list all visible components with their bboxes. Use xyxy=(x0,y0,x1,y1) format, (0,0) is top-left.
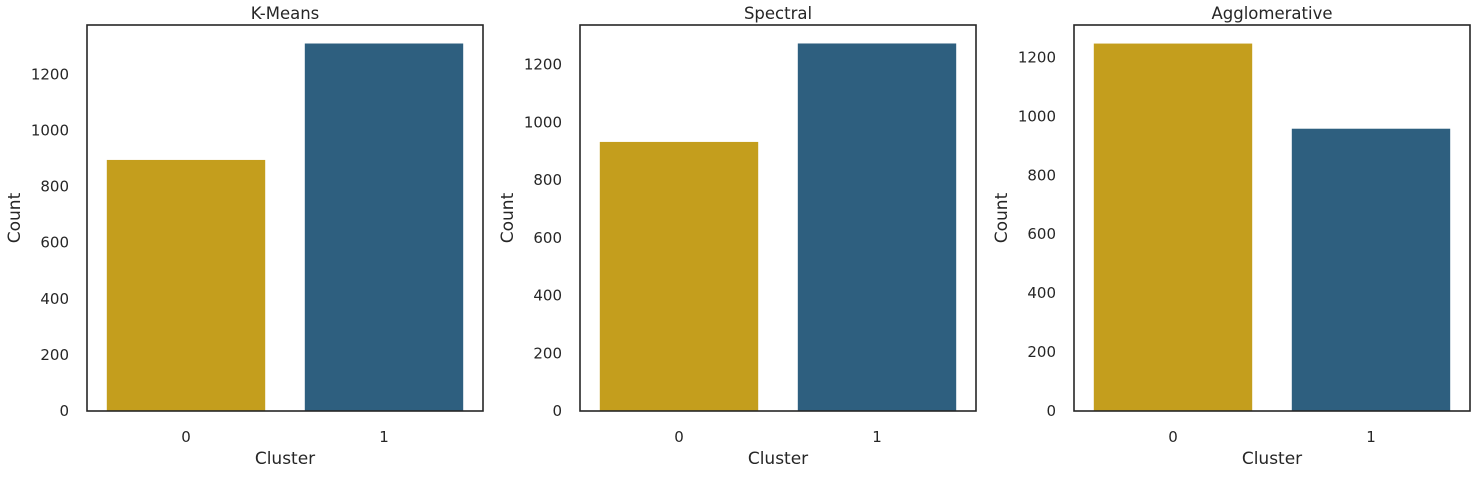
chart-title: Spectral xyxy=(744,4,812,23)
chart-title: K-Means xyxy=(251,4,320,23)
y-tick-label: 800 xyxy=(1027,166,1056,184)
chart-panel-3: 0 200 400 600 800 1000 1200 0 1 Agglomerative Clus… xyxy=(992,4,1471,469)
y-tick-label: 600 xyxy=(533,229,562,247)
y-axis-label: Count xyxy=(992,192,1012,243)
bar-cluster-1 xyxy=(1291,128,1451,411)
plot-frame xyxy=(1073,24,1471,412)
y-tick-label: 1200 xyxy=(524,56,562,74)
y-tick-label: 200 xyxy=(40,346,69,364)
y-tick-label: 0 xyxy=(59,402,69,420)
chart-panel-1: 0 200 400 600 800 1000 1200 0 1 K-Means Cluster Cou… xyxy=(5,4,484,469)
y-tick-label: 600 xyxy=(1027,225,1056,243)
y-tick-label: 400 xyxy=(1027,284,1056,302)
x-tick-label: 0 xyxy=(181,428,191,446)
y-tick-label: 600 xyxy=(40,234,69,252)
x-tick-label: 0 xyxy=(674,428,684,446)
bar-cluster-0 xyxy=(106,159,266,411)
y-tick-label: 1000 xyxy=(1018,107,1056,125)
bar-cluster-1 xyxy=(797,43,957,412)
y-tick-label: 1200 xyxy=(1018,48,1056,66)
y-tick-label: 800 xyxy=(533,171,562,189)
y-tick-label: 200 xyxy=(533,344,562,362)
x-axis-label: Cluster xyxy=(1242,449,1302,469)
y-tick-label: 400 xyxy=(40,290,69,308)
y-tick-label: 0 xyxy=(552,402,562,420)
y-tick-label: 400 xyxy=(533,287,562,305)
x-axis-label: Cluster xyxy=(748,449,808,469)
y-tick-label: 200 xyxy=(1027,343,1056,361)
x-tick-label: 1 xyxy=(379,428,389,446)
x-axis-label: Cluster xyxy=(255,449,315,469)
chart-panel-2: 0 200 400 600 800 1000 1200 0 1 Spectral Cluster Co… xyxy=(498,4,977,469)
bar-cluster-0 xyxy=(1093,43,1253,412)
plot-frame xyxy=(86,24,484,412)
x-tick-label: 0 xyxy=(1168,428,1178,446)
chart-title: Agglomerative xyxy=(1211,4,1332,23)
y-axis-label: Count xyxy=(5,192,25,243)
bar-cluster-1 xyxy=(304,43,464,412)
plot-frame xyxy=(579,24,977,412)
bar-cluster-0 xyxy=(599,141,759,411)
y-tick-label: 1000 xyxy=(524,113,562,131)
x-tick-label: 1 xyxy=(1366,428,1376,446)
y-tick-label: 0 xyxy=(1046,402,1056,420)
y-axis-label: Count xyxy=(498,192,518,243)
y-tick-label: 1200 xyxy=(31,65,69,83)
y-tick-label: 1000 xyxy=(31,121,69,139)
x-tick-label: 1 xyxy=(872,428,882,446)
y-tick-label: 800 xyxy=(40,178,69,196)
